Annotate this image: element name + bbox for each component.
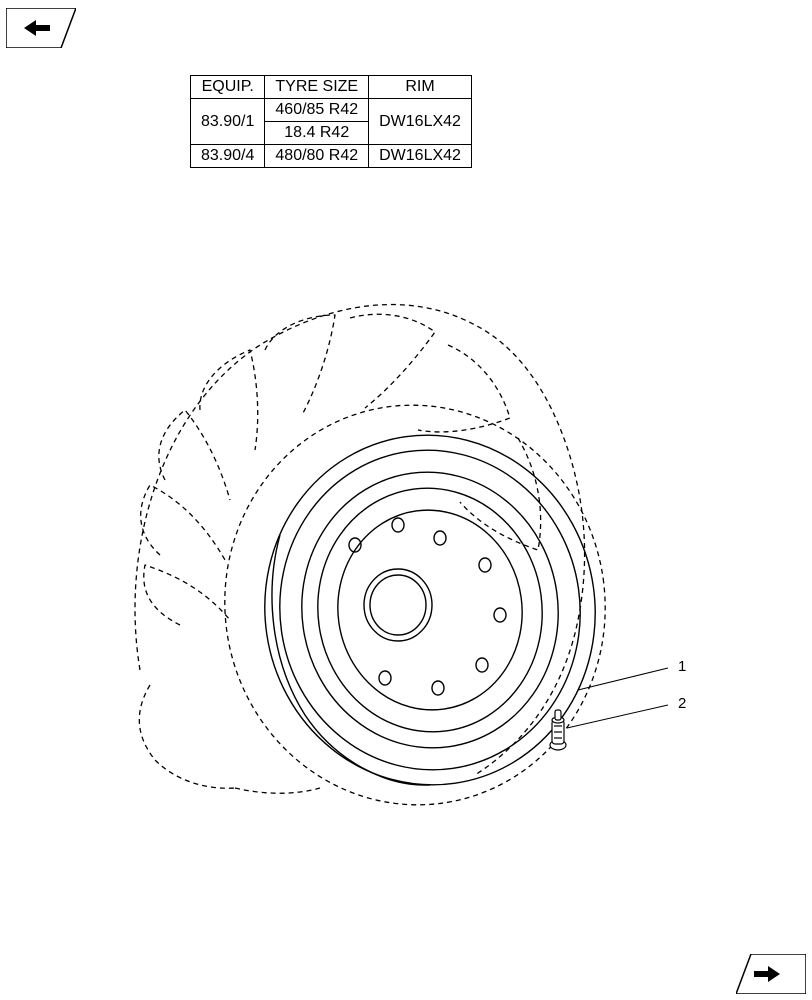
cell-rim: DW16LX42 <box>369 99 472 145</box>
callout-valve-ref: 2 <box>678 695 686 712</box>
cell-tyre: 460/85 R42 <box>265 99 369 122</box>
tyre-spec-table: EQUIP. TYRE SIZE RIM 83.90/1 460/85 R42 … <box>190 75 472 168</box>
wheel-diagram: 1 2 <box>80 290 720 820</box>
page-back-icon <box>6 8 76 48</box>
cell-rim: DW16LX42 <box>369 145 472 168</box>
callout-rim-ref: 1 <box>678 658 686 675</box>
col-equip: EQUIP. <box>191 76 265 99</box>
table-row: 83.90/4 480/80 R42 DW16LX42 <box>191 145 472 168</box>
stud-holes <box>349 518 506 695</box>
col-tyre-size: TYRE SIZE <box>265 76 369 99</box>
col-rim: RIM <box>369 76 472 99</box>
table-row: 83.90/1 460/85 R42 DW16LX42 <box>191 99 472 122</box>
cell-tyre: 480/80 R42 <box>265 145 369 168</box>
cell-equip: 83.90/4 <box>191 145 265 168</box>
table-header-row: EQUIP. TYRE SIZE RIM <box>191 76 472 99</box>
leader-lines <box>567 668 668 728</box>
cell-tyre: 18.4 R42 <box>265 122 369 145</box>
page-forward-icon <box>736 954 806 994</box>
cell-equip: 83.90/1 <box>191 99 265 145</box>
